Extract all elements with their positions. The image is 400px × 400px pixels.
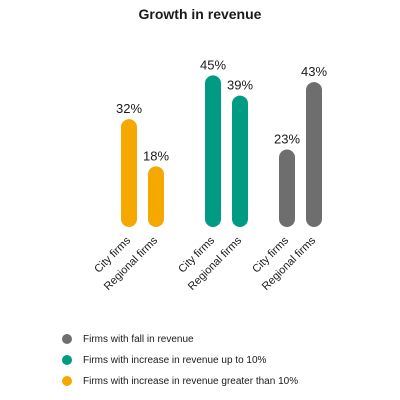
legend-item-increase-over-10: Firms with increase in revenue greater t… — [62, 375, 299, 387]
legend-item-fall: Firms with fall in revenue — [62, 333, 298, 345]
data-label-firms-with-fall-in-revenue-regional-firms: 43% — [301, 64, 327, 79]
data-label-firms-with-increase-in-revenue-up-to-10-city-firms: 45% — [200, 57, 226, 72]
legend-swatch-increase-over-10 — [62, 376, 72, 386]
legend-label-fall: Firms with fall in revenue — [83, 333, 194, 345]
legend: Firms with fall in revenue Firms with in… — [62, 334, 298, 397]
bar-firms-with-fall-in-revenue-city-firms — [279, 149, 295, 227]
bar-firms-with-fall-in-revenue-regional-firms — [306, 82, 322, 227]
data-label-firms-with-increase-in-revenue-greater-than-10-regional-firms: 18% — [143, 148, 169, 163]
data-label-firms-with-increase-in-revenue-up-to-10-regional-firms: 39% — [227, 78, 253, 93]
legend-label-increase-over-10: Firms with increase in revenue greater t… — [83, 375, 299, 387]
chart-title: Growth in revenue — [138, 6, 262, 22]
data-label-firms-with-increase-in-revenue-greater-than-10-city-firms: 32% — [116, 101, 142, 116]
legend-swatch-fall — [62, 334, 72, 344]
bar-firms-with-increase-in-revenue-up-to-10-city-firms — [205, 75, 221, 227]
legend-item-increase-up-to-10: Firms with increase in revenue up to 10% — [62, 354, 298, 366]
legend-label-increase-up-to-10: Firms with increase in revenue up to 10% — [83, 354, 267, 366]
data-label-firms-with-fall-in-revenue-city-firms: 23% — [274, 131, 300, 146]
legend-swatch-increase-up-to-10 — [62, 355, 72, 365]
bar-firms-with-increase-in-revenue-greater-than-10-city-firms — [121, 119, 137, 227]
bar-firms-with-increase-in-revenue-greater-than-10-regional-firms — [148, 166, 164, 227]
bar-firms-with-increase-in-revenue-up-to-10-regional-firms — [232, 95, 248, 227]
